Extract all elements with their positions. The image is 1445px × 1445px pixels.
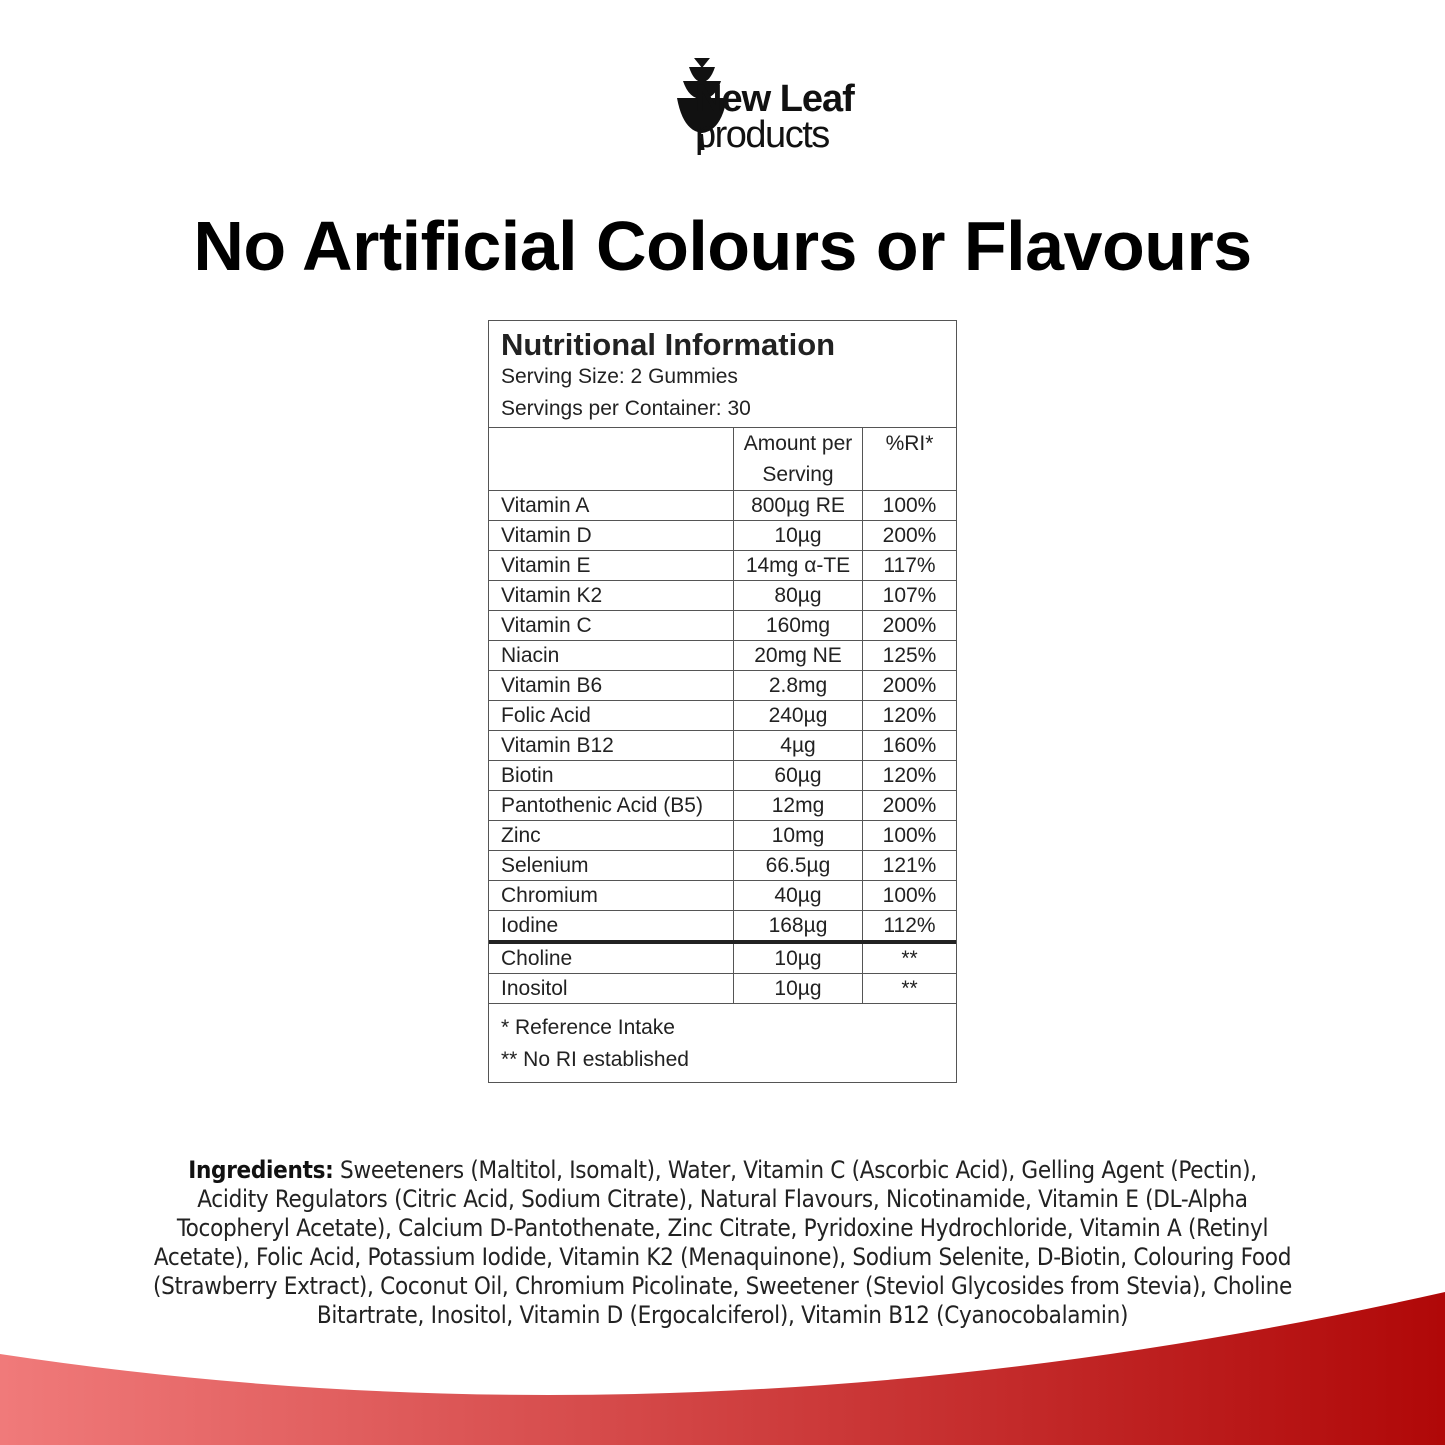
nutrient-amount: 60µg xyxy=(733,760,863,791)
table-row: Vitamin A 800µg RE 100% xyxy=(489,490,956,521)
nutrition-table: Amount per Serving %RI* Vitamin A 800µg R… xyxy=(489,427,956,1004)
footnote-no-ri: ** No RI established xyxy=(501,1048,689,1071)
table-row: Iodine 168µg 112% xyxy=(489,910,956,943)
nutrient-amount: 4µg xyxy=(733,730,863,761)
nutrient-ri: 120% xyxy=(862,700,956,731)
nutrient-ri: ** xyxy=(862,940,956,974)
table-row: Vitamin B6 2.8mg 200% xyxy=(489,670,956,701)
table-row: Zinc 10mg 100% xyxy=(489,820,956,851)
nutrient-ri: 100% xyxy=(862,880,956,911)
brand-subname: products xyxy=(695,114,830,156)
nutrient-ri: 200% xyxy=(862,670,956,701)
nutrient-name: Biotin xyxy=(489,760,734,791)
new-leaf-logo-icon xyxy=(677,58,727,150)
servings-per-container: Servings per Container: 30 xyxy=(501,397,751,420)
nutrient-name: Vitamin D xyxy=(489,520,734,551)
nutrient-ri: 125% xyxy=(862,640,956,671)
nutrient-amount: 160mg xyxy=(733,610,863,641)
headline: No Artificial Colours or Flavours xyxy=(193,207,1252,285)
nutrient-ri: 112% xyxy=(862,910,956,943)
nutrient-ri: 200% xyxy=(862,520,956,551)
nutrient-name: Niacin xyxy=(489,640,734,671)
nutrient-name: Chromium xyxy=(489,880,734,911)
nutrient-name: Choline xyxy=(489,940,734,974)
nutrient-amount: 168µg xyxy=(733,910,863,943)
nutrient-ri: 160% xyxy=(862,730,956,761)
nutrient-name: Vitamin B6 xyxy=(489,670,734,701)
table-row: Vitamin D 10µg 200% xyxy=(489,520,956,551)
nutrient-name: Pantothenic Acid (B5) xyxy=(489,790,734,821)
table-row: Folic Acid 240µg 120% xyxy=(489,700,956,731)
table-row: Vitamin C 160mg 200% xyxy=(489,610,956,641)
brand-name: New Leaf xyxy=(695,78,855,120)
table-header-row: Amount per Serving %RI* xyxy=(489,427,956,491)
nutrient-amount: 80µg xyxy=(733,580,863,611)
nutrient-amount: 10mg xyxy=(733,820,863,851)
nutrient-name: Zinc xyxy=(489,820,734,851)
nutrient-ri: 200% xyxy=(862,610,956,641)
nutrient-amount: 2.8mg xyxy=(733,670,863,701)
serving-size: Serving Size: 2 Gummies xyxy=(501,365,738,388)
header-ri: %RI* xyxy=(862,427,956,491)
nutrient-name: Vitamin K2 xyxy=(489,580,734,611)
ingredients-label: Ingredients: xyxy=(188,1156,334,1184)
nutrient-name: Vitamin C xyxy=(489,610,734,641)
nutrient-amount: 20mg NE xyxy=(733,640,863,671)
nutrient-ri: 120% xyxy=(862,760,956,791)
table-row: Vitamin K2 80µg 107% xyxy=(489,580,956,611)
nutrient-ri: ** xyxy=(862,973,956,1004)
nutrient-ri: 107% xyxy=(862,580,956,611)
nutrient-amount: 10µg xyxy=(733,940,863,974)
nutrient-name: Vitamin A xyxy=(489,490,734,521)
nutrient-name: Selenium xyxy=(489,850,734,881)
nutrient-amount: 240µg xyxy=(733,700,863,731)
nutrient-name: Vitamin E xyxy=(489,550,734,581)
nutrient-amount: 10µg xyxy=(733,520,863,551)
nutrient-amount: 14mg α-TE xyxy=(733,550,863,581)
table-row: Selenium 66.5µg 121% xyxy=(489,850,956,881)
table-row: Chromium 40µg 100% xyxy=(489,880,956,911)
nutrient-name: Iodine xyxy=(489,910,734,943)
nutrient-amount: 66.5µg xyxy=(733,850,863,881)
nutrient-amount: 12mg xyxy=(733,790,863,821)
footnote-ri: * Reference Intake xyxy=(501,1016,675,1039)
table-row: Choline 10µg ** xyxy=(489,940,956,974)
table-row: Inositol 10µg ** xyxy=(489,973,956,1004)
nutrient-name: Vitamin B12 xyxy=(489,730,734,761)
header-amount: Amount per Serving xyxy=(733,427,863,491)
nutrient-amount: 800µg RE xyxy=(733,490,863,521)
table-row: Pantothenic Acid (B5) 12mg 200% xyxy=(489,790,956,821)
nutrient-ri: 200% xyxy=(862,790,956,821)
nutrient-ri: 121% xyxy=(862,850,956,881)
nutrient-amount: 10µg xyxy=(733,973,863,1004)
decorative-wave xyxy=(0,1292,1445,1445)
nutrient-ri: 117% xyxy=(862,550,956,581)
nutrient-ri: 100% xyxy=(862,820,956,851)
table-row: Biotin 60µg 120% xyxy=(489,760,956,791)
table-row: Vitamin E 14mg α-TE 117% xyxy=(489,550,956,581)
nutrient-name: Folic Acid xyxy=(489,700,734,731)
nutrient-amount: 40µg xyxy=(733,880,863,911)
table-row: Vitamin B12 4µg 160% xyxy=(489,730,956,761)
nutrient-name: Inositol xyxy=(489,973,734,1004)
table-row: Niacin 20mg NE 125% xyxy=(489,640,956,671)
footnotes: * Reference Intake ** No RI established xyxy=(489,1004,956,1082)
nutrient-ri: 100% xyxy=(862,490,956,521)
ingredients-text: Sweeteners (Maltitol, Isomalt), Water, V… xyxy=(153,1156,1292,1329)
nutrition-title: Nutritional Information xyxy=(501,327,836,362)
nutrition-panel: Nutritional Information Serving Size: 2 … xyxy=(488,320,957,1083)
ingredients: Ingredients: Sweeteners (Maltitol, Isoma… xyxy=(150,1156,1295,1330)
header-nutrient xyxy=(489,427,734,491)
